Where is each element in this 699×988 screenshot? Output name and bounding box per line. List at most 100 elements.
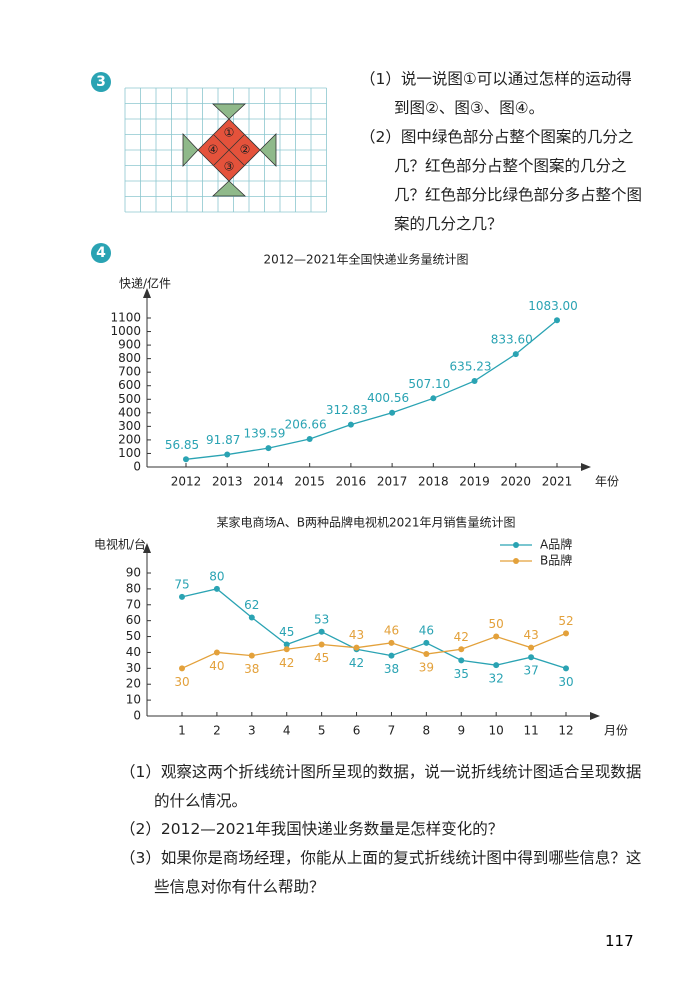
chart-title: 2012—2021年全国快递业务量统计图: [263, 252, 468, 267]
value-label: 75: [174, 577, 189, 591]
data-point: [347, 421, 354, 428]
problem-badge: 3: [91, 72, 111, 92]
value-label: 42: [279, 656, 294, 670]
value-label: 139.59: [243, 427, 285, 441]
value-label: 37: [523, 664, 538, 678]
y-tick-label: 60: [126, 613, 141, 627]
data-point: [283, 646, 290, 653]
data-point: [248, 614, 255, 621]
data-point: [512, 351, 519, 358]
x-tick-label: 2: [213, 724, 221, 738]
data-line: [181, 632, 567, 669]
value-label: 30: [558, 675, 573, 689]
value-label: 45: [314, 651, 329, 665]
value-label: 42: [454, 630, 469, 644]
x-tick-label: 1: [178, 724, 186, 738]
x-tick-label: 2014: [253, 475, 284, 489]
value-label: 833.60: [491, 333, 533, 347]
y-tick-label: 700: [118, 365, 141, 379]
x-tick-label: 3: [248, 724, 256, 738]
value-label: 507.10: [408, 377, 450, 391]
figure-label: ③: [224, 160, 235, 174]
value-label: 30: [174, 675, 189, 689]
figure-label: ④: [208, 143, 219, 157]
x-tick-label: 12: [558, 724, 573, 738]
y-tick-label: 0: [133, 460, 141, 474]
data-point: [423, 639, 430, 646]
green-triangle: [259, 133, 277, 167]
x-tick-label: 10: [489, 724, 504, 738]
y-tick-label: 50: [126, 629, 141, 643]
value-label: 53: [314, 612, 329, 626]
data-point: [493, 633, 500, 640]
legend-marker: [513, 542, 519, 548]
value-label: 38: [244, 662, 259, 676]
pattern-figure: ① ② ③ ④: [124, 87, 327, 213]
y-tick-label: 600: [118, 378, 141, 392]
data-point: [388, 652, 395, 659]
legend-marker: [513, 558, 519, 564]
y-tick-label: 0: [133, 709, 141, 723]
data-point: [389, 409, 396, 416]
y-tick-label: 900: [118, 338, 141, 352]
y-tick-label: 90: [126, 566, 141, 580]
y-tick-label: 80: [126, 581, 141, 595]
x-tick-label: 2012: [171, 475, 202, 489]
figure-label: ①: [224, 126, 235, 140]
y-tick-label: 1100: [110, 311, 141, 325]
x-tick-label: 2020: [501, 475, 532, 489]
value-label: 43: [523, 628, 538, 642]
data-point: [471, 377, 478, 384]
data-point: [283, 641, 290, 648]
axis-arrow: [143, 288, 151, 298]
axis-arrow: [143, 543, 151, 553]
value-label: 635.23: [450, 359, 492, 373]
x-tick-label: 11: [523, 724, 538, 738]
y-tick-label: 40: [126, 645, 141, 659]
data-point: [423, 651, 430, 658]
page-number: 117: [605, 932, 634, 950]
value-label: 312.83: [326, 403, 368, 417]
value-label: 38: [384, 662, 399, 676]
green-triangle: [211, 180, 247, 197]
problem-badge: 4: [91, 243, 111, 263]
x-tick-label: 8: [423, 724, 431, 738]
data-point: [179, 593, 185, 600]
legend-label: A品牌: [540, 538, 572, 552]
value-label: 35: [454, 667, 469, 681]
y-tick-label: 100: [118, 446, 141, 460]
y-tick-label: 300: [118, 419, 141, 433]
x-tick-label: 2013: [212, 475, 243, 489]
x-tick-label: 2015: [294, 475, 325, 489]
data-point: [318, 641, 325, 648]
value-label: 52: [558, 614, 573, 628]
data-point: [458, 657, 465, 664]
data-point: [265, 445, 272, 452]
value-label: 32: [489, 672, 504, 686]
x-tick-label: 5: [318, 724, 326, 738]
data-point: [318, 628, 325, 635]
value-label: 46: [419, 623, 434, 637]
x-tick-label: 2017: [377, 475, 408, 489]
y-tick-label: 500: [118, 392, 141, 406]
value-label: 45: [279, 625, 294, 639]
question: （2）2012—2021年我国快递业务数量是怎样变化的？: [120, 820, 504, 838]
data-point: [353, 644, 360, 651]
value-label: 50: [489, 617, 504, 631]
data-point: [493, 662, 500, 669]
data-point: [563, 630, 569, 637]
x-tick-label: 4: [283, 724, 291, 738]
y-tick-label: 30: [126, 661, 141, 675]
y-axis-label: 电视机/台: [94, 537, 146, 552]
axis-arrow: [581, 463, 591, 471]
data-point: [248, 652, 255, 659]
data-line: [181, 588, 567, 669]
data-line: [185, 319, 558, 460]
x-tick-label: 7: [388, 724, 396, 738]
divider: [213, 134, 245, 166]
data-point: [563, 665, 569, 672]
value-label: 56.85: [165, 438, 199, 452]
x-tick-label: 6: [353, 724, 361, 738]
green-triangle: [182, 132, 199, 168]
